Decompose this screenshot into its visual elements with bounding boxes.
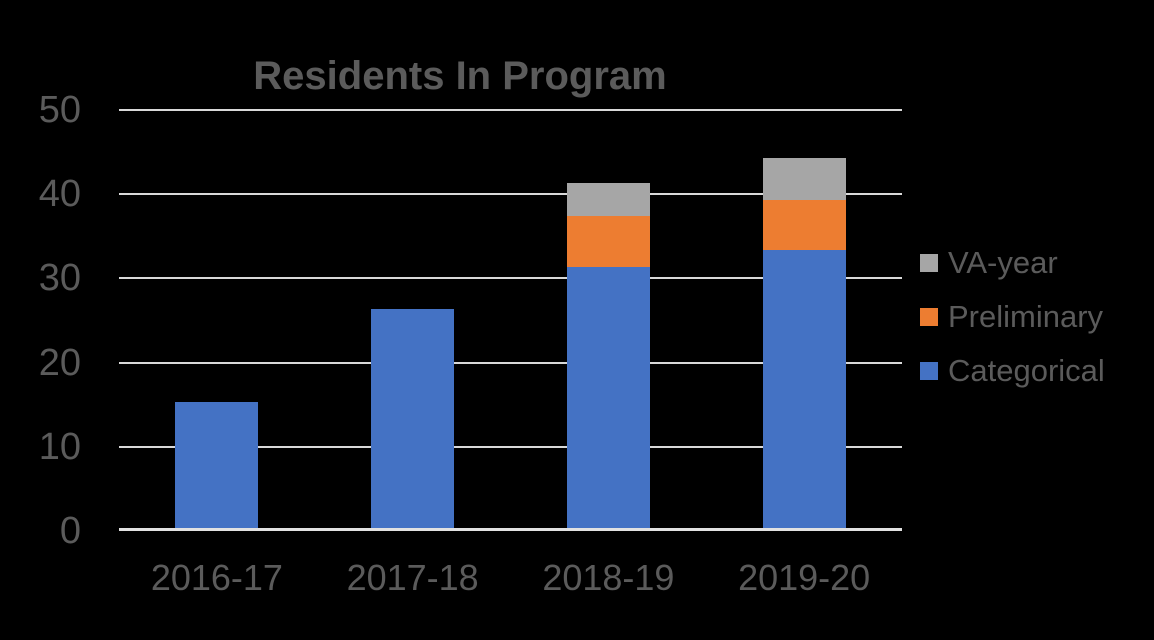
legend-item-categorical: Categorical [920,354,1105,388]
x-tick-label-2017-18: 2017-18 [346,557,479,598]
gridline-30 [119,277,902,280]
y-tick-label-30: 30 [38,257,81,300]
plot-area [119,109,902,531]
gridline-20 [119,361,902,364]
bar-segment-va-year-2019-20 [762,157,846,200]
bar-segment-categorical-2019-20 [762,250,846,528]
legend-swatch-categorical-icon [920,362,938,380]
chart-legend: VA-year Preliminary Categorical [920,246,1105,408]
bar-segment-preliminary-2019-20 [762,199,846,251]
legend-label-preliminary: Preliminary [948,299,1104,334]
gridline-50 [119,109,902,111]
y-tick-label-50: 50 [38,89,81,131]
bar-segment-categorical-2017-18 [371,309,455,528]
gridlines-layer [119,109,902,528]
legend-swatch-va-year-icon [920,254,938,272]
legend-item-va-year: VA-year [920,246,1105,280]
bars-layer [119,110,902,528]
legend-label-categorical: Categorical [948,353,1105,388]
legend-swatch-preliminary-icon [920,308,938,326]
bar-segment-categorical-2016-17 [175,401,259,528]
gridline-10 [119,445,902,448]
chart-title: Residents In Program [253,54,667,98]
bar-segment-va-year-2018-19 [566,182,650,217]
gridline-40 [119,193,902,196]
legend-label-va-year: VA-year [948,245,1058,280]
x-tick-label-2016-17: 2016-17 [150,557,283,598]
x-tick-label-2018-19: 2018-19 [542,557,675,598]
bar-segment-categorical-2018-19 [566,266,650,528]
y-tick-label-0: 0 [59,510,81,552]
x-tick-label-2019-20: 2019-20 [738,557,871,598]
y-tick-label-10: 10 [38,425,81,468]
legend-item-preliminary: Preliminary [920,300,1105,334]
y-tick-label-20: 20 [38,341,81,384]
y-tick-label-40: 40 [38,173,81,216]
bar-segment-preliminary-2018-19 [566,216,650,267]
